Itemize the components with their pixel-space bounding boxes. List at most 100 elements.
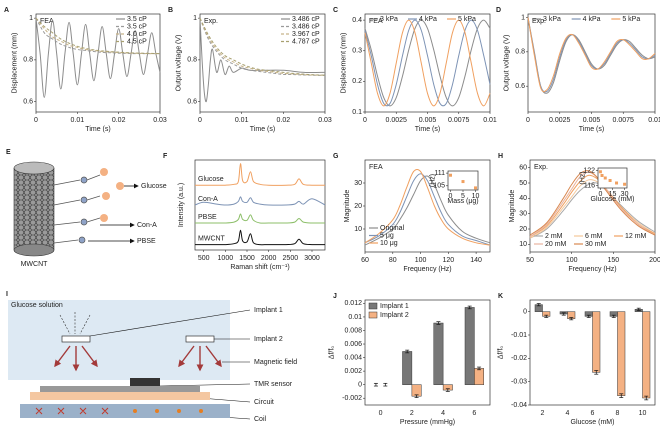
x-tick-label: 10 xyxy=(639,410,647,417)
bar xyxy=(617,311,626,396)
y-tick-label: 116 xyxy=(584,182,595,189)
y-tick-label: 20 xyxy=(354,203,362,210)
y-axis-label: Output voltage (V) xyxy=(503,35,510,92)
x-tick-label: 6 xyxy=(472,410,476,417)
diagram-label: Glucose xyxy=(141,183,167,190)
x-tick-label: 2500 xyxy=(283,255,299,262)
legend-label: 3.486 cP xyxy=(292,23,320,30)
x-tick-label: 0 xyxy=(449,193,453,200)
y-tick-label: 0.6 xyxy=(515,83,525,90)
x-tick-label: 0.005 xyxy=(583,117,601,124)
y-axis-label: (Hz) xyxy=(580,171,587,184)
diagram-label: Magnetic field xyxy=(254,359,297,366)
bar xyxy=(642,311,651,399)
x-tick-label: 1000 xyxy=(218,255,234,262)
legend-label: 4.0 cP xyxy=(127,31,147,38)
x-tick-label: 0 xyxy=(526,117,530,124)
diagram-label: PBSE xyxy=(137,238,156,245)
glucose-molecules xyxy=(100,168,124,222)
x-tick-label: 5 xyxy=(461,193,465,200)
x-tick-label: 200 xyxy=(649,257,660,264)
diagram-e: E Glucose Con-A PBSE MWCNT xyxy=(6,149,167,268)
y-axis-label: Δf/f₀ xyxy=(329,346,336,360)
x-axis-label: Glucose (mM) xyxy=(571,419,615,426)
x-tick-label: 100 xyxy=(415,257,427,264)
legend-label: 2 mM xyxy=(545,233,563,240)
data-line xyxy=(364,19,491,107)
x-tick-label: 0 xyxy=(363,117,367,124)
plot-frame xyxy=(199,13,326,113)
legend-label: 10 μg xyxy=(380,240,398,247)
data-line xyxy=(199,17,326,76)
plot-frame xyxy=(364,299,491,406)
y-tick-label: 0.002 xyxy=(344,368,362,375)
bar xyxy=(592,311,601,373)
legend-label: 3.967 cP xyxy=(292,31,320,38)
annotation: Exp. xyxy=(534,164,548,171)
y-tick-label: 0.01 xyxy=(348,314,362,321)
legend-label: Original xyxy=(380,225,405,232)
x-tick-label: 10 xyxy=(472,193,480,200)
x-tick-label: 8 xyxy=(616,410,620,417)
data-point xyxy=(449,173,452,177)
x-tick-label: 0.0075 xyxy=(613,117,635,124)
x-tick-label: 30 xyxy=(621,191,629,198)
panel-label: K xyxy=(498,293,503,300)
diagram-label: TMR sensor xyxy=(254,381,293,388)
x-tick-label: 100 xyxy=(566,257,578,264)
panel-label: H xyxy=(498,153,503,160)
x-tick-label: 2000 xyxy=(261,255,277,262)
y-tick-label: 0.006 xyxy=(344,341,362,348)
legend-label: 5 kPa xyxy=(622,16,640,23)
data-line xyxy=(195,229,326,246)
circuit-top xyxy=(40,386,200,392)
y-tick-label: 0 xyxy=(523,309,527,316)
y-tick-label: 0.8 xyxy=(23,57,33,64)
x-tick-label: 0 xyxy=(34,117,38,124)
y-tick-label: 10 xyxy=(354,226,362,233)
bar xyxy=(474,368,484,385)
y-axis-label: (Hz) xyxy=(430,174,437,187)
field-lines xyxy=(59,312,91,335)
y-tick-label: 60 xyxy=(519,165,527,172)
data-line xyxy=(364,19,491,107)
x-axis-label: Glucose (mM) xyxy=(591,196,635,203)
diagram-label: Circuit xyxy=(254,399,274,406)
panel-label: I xyxy=(6,291,8,298)
y-tick-label: 0.8 xyxy=(515,49,525,56)
annotation: FEA xyxy=(369,18,383,25)
x-tick-label: 6 xyxy=(591,410,595,417)
y-tick-label: 1 xyxy=(193,15,197,22)
x-tick-label: 3000 xyxy=(304,255,320,262)
data-line xyxy=(527,17,656,93)
y-tick-label: 0.4 xyxy=(352,17,362,24)
x-tick-label: 0.03 xyxy=(153,117,167,124)
y-tick-label: 0.004 xyxy=(344,354,362,361)
diagram-label: MWCNT xyxy=(21,261,49,268)
data-line xyxy=(364,173,491,246)
legend-label: 4.787 cP xyxy=(292,38,320,45)
data-line xyxy=(527,17,656,93)
legend-label: 4.5 cP xyxy=(127,38,147,45)
y-tick-label: 0.3 xyxy=(352,48,362,55)
data-line xyxy=(527,17,656,94)
diagram-label: Implant 1 xyxy=(254,307,283,314)
y-tick-label: 0.8 xyxy=(187,57,197,64)
legend-label: Implant 1 xyxy=(380,303,409,310)
legend-swatch xyxy=(368,302,378,310)
x-tick-label: 0.0025 xyxy=(386,117,408,124)
panel-label: C xyxy=(333,7,338,14)
x-axis-label: Time (s) xyxy=(85,126,110,133)
data-point xyxy=(623,182,627,186)
annotation: FEA xyxy=(40,18,54,25)
legend-label: 3.486 cP xyxy=(292,16,320,23)
data-line xyxy=(35,17,161,55)
y-tick-label: 0.1 xyxy=(352,109,362,116)
data-line xyxy=(35,17,160,55)
legend-label: 3.5 cP xyxy=(127,23,147,30)
x-tick-label: 0.03 xyxy=(318,117,332,124)
data-point xyxy=(603,176,607,180)
y-axis-label: Magnitude xyxy=(344,190,351,223)
data-point xyxy=(461,180,465,184)
y-tick-label: 0.6 xyxy=(187,98,197,105)
